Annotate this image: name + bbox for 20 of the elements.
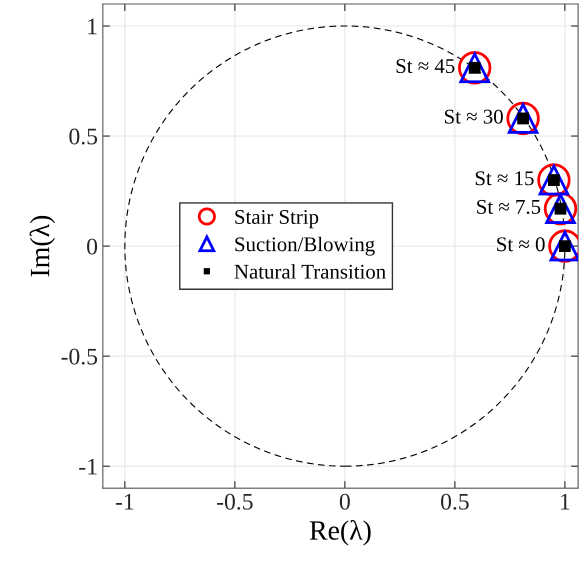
annotation: St ≈ 7.5 — [477, 200, 540, 214]
y-tick-label: -0.5 — [61, 348, 98, 365]
x-tick-label: 0.5 — [441, 494, 469, 510]
legend-label: Stair Strip — [235, 210, 318, 228]
legend-label: Suction/Blowing — [235, 236, 375, 256]
x-axis-title: Re(λ) — [310, 520, 371, 546]
y-axis-title: Im(λ) — [30, 216, 56, 277]
annotation: St ≈ 15 — [476, 171, 534, 186]
annotation: St ≈ 0 — [497, 237, 545, 252]
y-tick-label: -1 — [79, 458, 97, 474]
x-tick-label: 0 — [340, 494, 350, 510]
x-tick-label: -0.5 — [217, 494, 253, 510]
x-tick-label: -1 — [116, 494, 134, 510]
y-tick-label: 0 — [87, 238, 98, 255]
y-tick-label: 1 — [88, 18, 97, 34]
y-tick-label: 0.5 — [69, 128, 98, 145]
annotation: St ≈ 30 — [444, 110, 503, 124]
legend-label: Natural Transition — [234, 264, 386, 279]
annotation: St ≈ 45 — [396, 59, 454, 74]
x-tick-label: 1 — [561, 494, 570, 510]
